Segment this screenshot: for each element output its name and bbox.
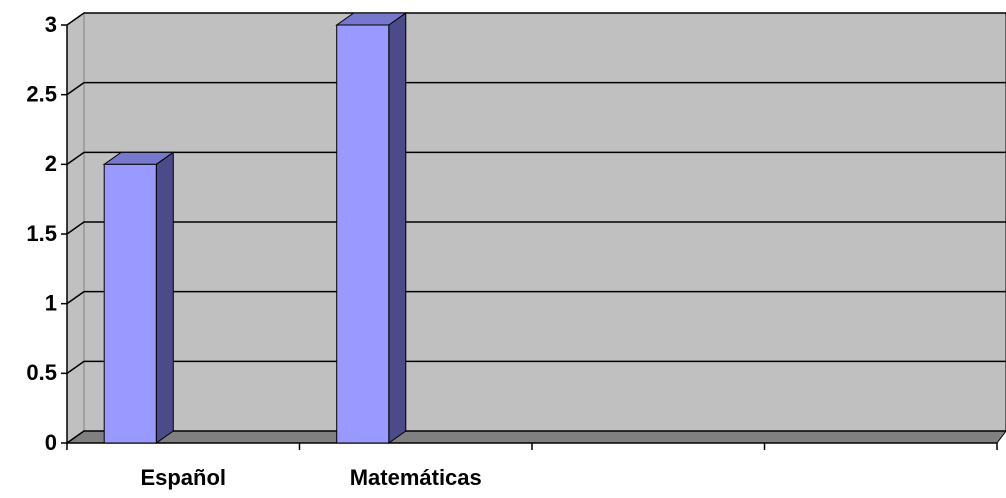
bar-front <box>103 163 157 444</box>
y-tick-label: 0.5 <box>26 360 57 385</box>
grid-line <box>66 290 1006 305</box>
grid-line <box>66 221 1006 235</box>
grid-line <box>66 360 1006 374</box>
grid-line <box>66 430 1006 444</box>
y-tick-label: 1 <box>45 290 57 315</box>
bar-side <box>155 151 174 444</box>
bar <box>102 151 175 444</box>
x-tick-label: Español <box>140 465 226 490</box>
grid-line <box>66 151 1006 165</box>
grid-line <box>66 12 1006 26</box>
bar-side <box>388 12 407 444</box>
y-tick-label: 3 <box>45 12 57 37</box>
y-tick-label: 2.5 <box>26 81 57 106</box>
y-tick-label: 1.5 <box>26 221 57 246</box>
y-tick-label: 0 <box>45 430 57 455</box>
grid-line <box>66 81 1006 96</box>
y-tick-label: 2 <box>45 151 57 176</box>
floor <box>65 430 1006 444</box>
bar-front <box>336 24 390 444</box>
x-tick-label: Matemáticas <box>350 465 482 490</box>
bar <box>335 12 408 444</box>
